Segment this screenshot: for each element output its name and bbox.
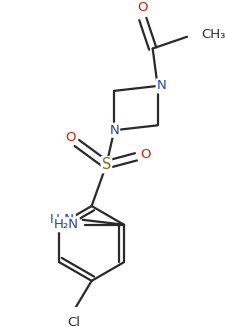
Text: O: O — [137, 1, 147, 14]
Text: O: O — [65, 130, 76, 144]
Text: N: N — [156, 79, 166, 93]
Text: O: O — [140, 148, 150, 161]
Text: H₂N: H₂N — [54, 218, 78, 231]
Text: H₂N: H₂N — [50, 213, 74, 226]
Text: Cl: Cl — [67, 316, 80, 327]
Text: S: S — [101, 157, 111, 172]
Text: N: N — [109, 124, 119, 137]
Text: CH₃: CH₃ — [200, 28, 224, 41]
